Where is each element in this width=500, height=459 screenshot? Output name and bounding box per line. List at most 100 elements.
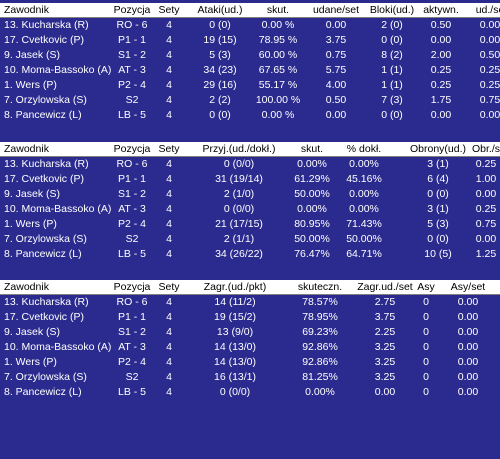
- table-row[interactable]: 10. Moma-Bassoko (A) AT - 3 4 34 (23) 67.65 …: [0, 63, 500, 78]
- table-row[interactable]: 1. Wers (P) P2 - 4 4 14 (13/0) 92.86% 3.25 0 0.…: [0, 355, 500, 370]
- table-row[interactable]: 9. Jasek (S) S1 - 2 4 5 (3) 60.00 % 0.75 8 (2)…: [0, 48, 500, 63]
- column-header[interactable]: % dokł.: [346, 143, 382, 155]
- table-cell: 0.25: [475, 203, 497, 215]
- table-cell: 0: [423, 356, 429, 368]
- table-row[interactable]: 13. Kucharska (R) RO - 6 4 0 (0) 0.00 % 0.00 2…: [0, 18, 500, 33]
- column-header[interactable]: Sety: [158, 4, 180, 16]
- table-cell: 0.00%: [297, 158, 327, 170]
- column-header[interactable]: ud./se: [475, 4, 500, 16]
- column-header[interactable]: Pozycja: [113, 4, 151, 16]
- player-name-cell: 13. Kucharska (R): [4, 296, 89, 308]
- table-cell: 0.50: [430, 19, 452, 31]
- table-cell: 0 (0): [427, 233, 449, 245]
- table-cell: P1 - 1: [117, 34, 146, 46]
- table-row[interactable]: 1. Wers (P) P2 - 4 4 29 (16) 55.17 % 4.00 1 (1…: [0, 78, 500, 93]
- table-cell: LB - 5: [117, 109, 146, 121]
- player-name-cell: 7. Orzylowska (S): [4, 371, 87, 383]
- column-header[interactable]: Pozycja: [113, 281, 151, 293]
- table-cell: 29 (16): [203, 79, 237, 91]
- table-row[interactable]: 17. Cvetkovic (P) P1 - 1 4 19 (15/2) 78.95% 3…: [0, 310, 500, 325]
- column-header[interactable]: skuteczn.: [297, 281, 343, 293]
- table-cell: 5 (3): [209, 49, 231, 61]
- column-header[interactable]: Asy: [417, 281, 435, 293]
- column-header[interactable]: udane/set: [312, 4, 360, 16]
- column-header[interactable]: Zagr.(ud./pkt): [203, 281, 267, 293]
- table-row[interactable]: 17. Cvetkovic (P) P1 - 1 4 31 (19/14) 61.29%…: [0, 172, 500, 187]
- column-header[interactable]: Obr./s: [471, 143, 500, 155]
- table-cell: 4: [166, 386, 172, 398]
- table-cell: 0.00: [457, 356, 479, 368]
- table-cell: 4: [166, 188, 172, 200]
- table-row[interactable]: 8. Pancewicz (L) LB - 5 4 34 (26/22) 76.47% 6…: [0, 247, 500, 262]
- column-header[interactable]: skut.: [266, 4, 290, 16]
- table-row[interactable]: 17. Cvetkovic (P) P1 - 1 4 19 (15) 78.95 % 3.…: [0, 33, 500, 48]
- table-cell: P2 - 4: [117, 79, 146, 91]
- table-row[interactable]: 13. Kucharska (R) RO - 6 4 14 (11/2) 78.57% 2…: [0, 295, 500, 310]
- column-header[interactable]: Asy/set: [450, 281, 486, 293]
- table-cell: 3.25: [374, 341, 396, 353]
- table-row[interactable]: 7. Orzylowska (S) S2 4 2 (2) 100.00 % 0.50 7 (…: [0, 93, 500, 108]
- table-cell: 14 (13/0): [213, 356, 257, 368]
- table-cell: 3 (1): [427, 158, 449, 170]
- table-row[interactable]: 8. Pancewicz (L) LB - 5 4 0 (0) 0.00 % 0.00 0 …: [0, 108, 500, 123]
- column-header[interactable]: Zawodnik: [4, 4, 49, 16]
- table-row[interactable]: 7. Orzylowska (S) S2 4 2 (1/1) 50.00% 50.00% 0…: [0, 232, 500, 247]
- table-cell: 0.25: [479, 79, 500, 91]
- table-row[interactable]: 1. Wers (P) P2 - 4 4 21 (17/15) 80.95% 71.43%…: [0, 217, 500, 232]
- table-cell: 4: [166, 19, 172, 31]
- column-header[interactable]: Bloki(ud.): [369, 4, 415, 16]
- table-cell: S2: [125, 94, 139, 106]
- column-header[interactable]: Ataki(ud.): [197, 4, 243, 16]
- table-row[interactable]: 13. Kucharska (R) RO - 6 4 0 (0/0) 0.00% 0.00…: [0, 157, 500, 172]
- table-header: Zawodnik Pozycja Sety Ataki(ud.) skut. udane/…: [0, 3, 500, 18]
- table-cell: 4: [166, 158, 172, 170]
- table-cell: 0.00: [479, 19, 500, 31]
- table-cell: 0 (0): [209, 19, 231, 31]
- table-cell: 2.75: [374, 296, 396, 308]
- column-header[interactable]: Zagr.ud./set: [357, 281, 413, 293]
- table-cell: 4: [166, 34, 172, 46]
- table-cell: 0.00: [457, 371, 479, 383]
- column-header[interactable]: Obrony(ud.): [410, 143, 466, 155]
- table-cell: 69.23%: [302, 326, 338, 338]
- table-row[interactable]: 9. Jasek (S) S1 - 2 4 2 (1/0) 50.00% 0.00% 0 (…: [0, 187, 500, 202]
- column-header[interactable]: Sety: [158, 143, 180, 155]
- table-cell: 0 (0): [381, 109, 403, 121]
- player-name-cell: 10. Moma-Bassoko (A): [4, 341, 112, 353]
- table-row[interactable]: 8. Pancewicz (L) LB - 5 4 0 (0/0) 0.00% 0.00 0…: [0, 385, 500, 400]
- table-cell: 13 (9/0): [216, 326, 254, 338]
- column-header[interactable]: aktywn.: [423, 4, 459, 16]
- table-cell: 19 (15/2): [213, 311, 257, 323]
- table-row[interactable]: 7. Orzylowska (S) S2 4 16 (13/1) 81.25% 3.25 0…: [0, 370, 500, 385]
- table-cell: 0.00: [457, 326, 479, 338]
- column-header[interactable]: Przyj.(ud./dokł.): [202, 143, 276, 155]
- table-cell: AT - 3: [118, 64, 146, 76]
- column-header[interactable]: Sety: [158, 281, 180, 293]
- table-cell: 50.00%: [294, 188, 330, 200]
- table-cell: 0.00: [374, 386, 396, 398]
- table-cell: 4: [166, 203, 172, 215]
- table-cell: 34 (26/22): [215, 248, 263, 260]
- table-cell: 0.25: [479, 64, 500, 76]
- column-header[interactable]: Zawodnik: [4, 143, 49, 155]
- player-name-cell: 1. Wers (P): [4, 356, 57, 368]
- table-cell: 7 (3): [381, 94, 403, 106]
- table-row[interactable]: 10. Moma-Bassoko (A) AT - 3 4 14 (13/0) 92.8…: [0, 340, 500, 355]
- table-cell: P1 - 1: [117, 173, 146, 185]
- column-header[interactable]: Pozycja: [113, 143, 151, 155]
- table-cell: 0.00: [457, 386, 479, 398]
- table-cell: 4: [166, 218, 172, 230]
- attack-table: Zawodnik Pozycja Sety Ataki(ud.) skut. udane/…: [0, 3, 500, 123]
- player-name-cell: 17. Cvetkovic (P): [4, 311, 84, 323]
- table-cell: RO - 6: [116, 158, 148, 170]
- table-cell: 50.00%: [346, 233, 382, 245]
- column-header[interactable]: Zawodnik: [4, 281, 49, 293]
- table-cell: 0.25: [475, 158, 497, 170]
- column-header[interactable]: skut.: [300, 143, 324, 155]
- table-cell: 2.25: [374, 326, 396, 338]
- table-row[interactable]: 10. Moma-Bassoko (A) AT - 3 4 0 (0/0) 0.00% 0…: [0, 202, 500, 217]
- table-cell: S1 - 2: [117, 188, 146, 200]
- table-cell: 78.57%: [302, 296, 338, 308]
- table-cell: 4: [166, 356, 172, 368]
- table-row[interactable]: 9. Jasek (S) S1 - 2 4 13 (9/0) 69.23% 2.25 0 0.…: [0, 325, 500, 340]
